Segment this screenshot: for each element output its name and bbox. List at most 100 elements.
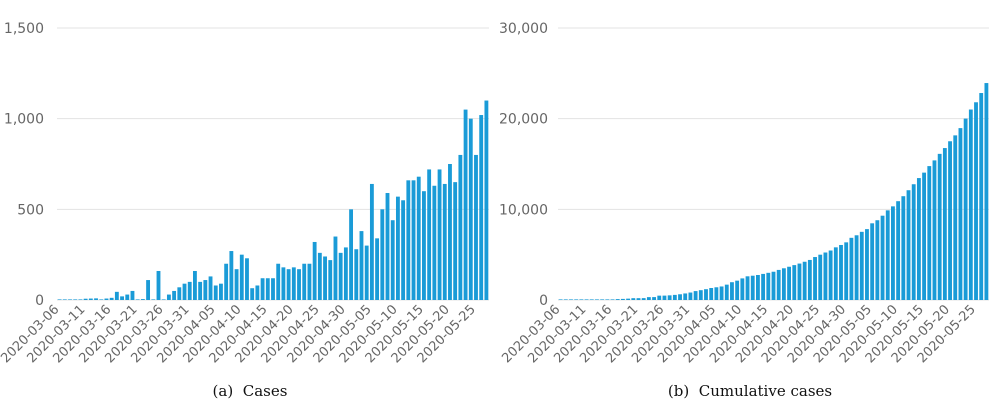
cumulative-bar [859, 231, 864, 300]
cases-bar [281, 267, 286, 300]
cases-bar [229, 251, 234, 300]
cumulative-bar [823, 252, 828, 300]
cumulative-bar [797, 263, 802, 300]
cumulative-bar [802, 261, 807, 300]
cases-bar [135, 299, 140, 300]
cases-bar [343, 247, 348, 300]
cumulative-bar [631, 298, 636, 300]
cases-bar [208, 276, 213, 300]
cases-bar [151, 299, 156, 300]
cumulative-bar [584, 299, 589, 300]
cases-bar [172, 290, 177, 300]
cases-bar [385, 193, 390, 300]
cumulative-y-tick-label: 30,000 [499, 21, 548, 37]
cumulative-bar [984, 83, 989, 301]
cases-bar [260, 278, 265, 300]
cases-bar [442, 183, 447, 300]
cases-bar [406, 180, 411, 300]
cumulative-bar [563, 299, 568, 300]
cumulative-bar [678, 294, 682, 300]
cases-bar [88, 298, 93, 300]
cumulative-bar [667, 295, 672, 300]
cumulative-bar [740, 278, 745, 300]
cases-bar [276, 263, 281, 300]
cases-y-tick-label: 1,000 [4, 112, 44, 128]
cases-bar [291, 267, 296, 300]
cases-y-tick-label: 1,500 [4, 21, 44, 37]
cases-bar [161, 299, 166, 300]
cases-bar [468, 118, 473, 301]
cases-bar [333, 236, 338, 300]
caption-cases: (a) Cases [0, 382, 500, 400]
cumulative-bar [756, 274, 760, 300]
cases-bar [359, 231, 364, 300]
cumulative-bar [657, 295, 662, 300]
cases-chart: 05001,0001,5002020-03-062020-03-112020-0… [0, 21, 489, 366]
cases-bar [297, 269, 301, 300]
cumulative-bar [698, 290, 703, 300]
cases-bar [193, 270, 197, 300]
cumulative-bar [896, 201, 901, 300]
cumulative-bar [579, 299, 584, 300]
cumulative-bar [922, 172, 927, 300]
cases-bar [57, 299, 62, 300]
cumulative-bar [709, 288, 714, 300]
cumulative-bar [901, 196, 906, 300]
cases-bar [166, 294, 171, 300]
cumulative-bar [818, 254, 823, 300]
cumulative-bar [652, 297, 656, 300]
cumulative-bar [937, 153, 942, 300]
cumulative-bar [589, 299, 594, 300]
cases-bar [484, 100, 489, 301]
cumulative-bar [854, 235, 859, 300]
cumulative-bar [636, 298, 641, 300]
cases-bar [390, 220, 395, 300]
cumulative-bar [605, 299, 610, 300]
cumulative-bar [963, 118, 968, 300]
cases-bar [213, 285, 218, 300]
cumulative-bar [569, 299, 573, 300]
cumulative-bar [766, 272, 771, 300]
cumulative-bar [927, 166, 932, 300]
cases-bar [437, 169, 442, 300]
cumulative-bar [683, 293, 688, 300]
cumulative-bar [974, 102, 978, 300]
cumulative-bar [672, 294, 677, 300]
cases-bar [78, 299, 83, 300]
cumulative-bar [558, 299, 563, 300]
cumulative-bar [787, 266, 791, 300]
cumulative-cases-chart: 010,00020,00030,0002020-03-062020-03-112… [499, 21, 989, 366]
cumulative-bar [750, 275, 755, 300]
cumulative-bar [844, 242, 849, 300]
cumulative-bar [911, 184, 916, 300]
cases-bar [234, 269, 239, 300]
cases-bar [83, 298, 88, 300]
cumulative-bar [792, 265, 797, 300]
cumulative-bar [745, 276, 750, 300]
cases-y-tick-label: 0 [35, 293, 44, 309]
cases-y-tick-label: 500 [17, 202, 44, 218]
cases-bar [286, 269, 291, 300]
cases-bar [187, 281, 192, 300]
cases-bar [411, 180, 416, 300]
cases-bar [354, 249, 359, 300]
caption-cumulative-label: (b) [667, 382, 690, 400]
cases-bar [422, 191, 426, 300]
cumulative-bar [600, 299, 605, 300]
cases-bar [140, 299, 145, 300]
cases-bar [375, 238, 380, 300]
cases-bar [463, 109, 468, 300]
cases-bar [99, 299, 104, 300]
caption-cumulative-cases: (b) Cumulative cases [500, 382, 1000, 400]
cases-bar [323, 256, 327, 300]
cases-bar [369, 183, 374, 300]
cases-bar [125, 294, 130, 300]
cumulative-bar [761, 273, 766, 300]
cumulative-bar [781, 268, 786, 300]
cases-bar [120, 296, 124, 300]
cases-bar [130, 290, 135, 300]
caption-cases-text: Cases [242, 382, 288, 400]
cumulative-bar [620, 298, 625, 300]
cases-bar [239, 254, 244, 300]
